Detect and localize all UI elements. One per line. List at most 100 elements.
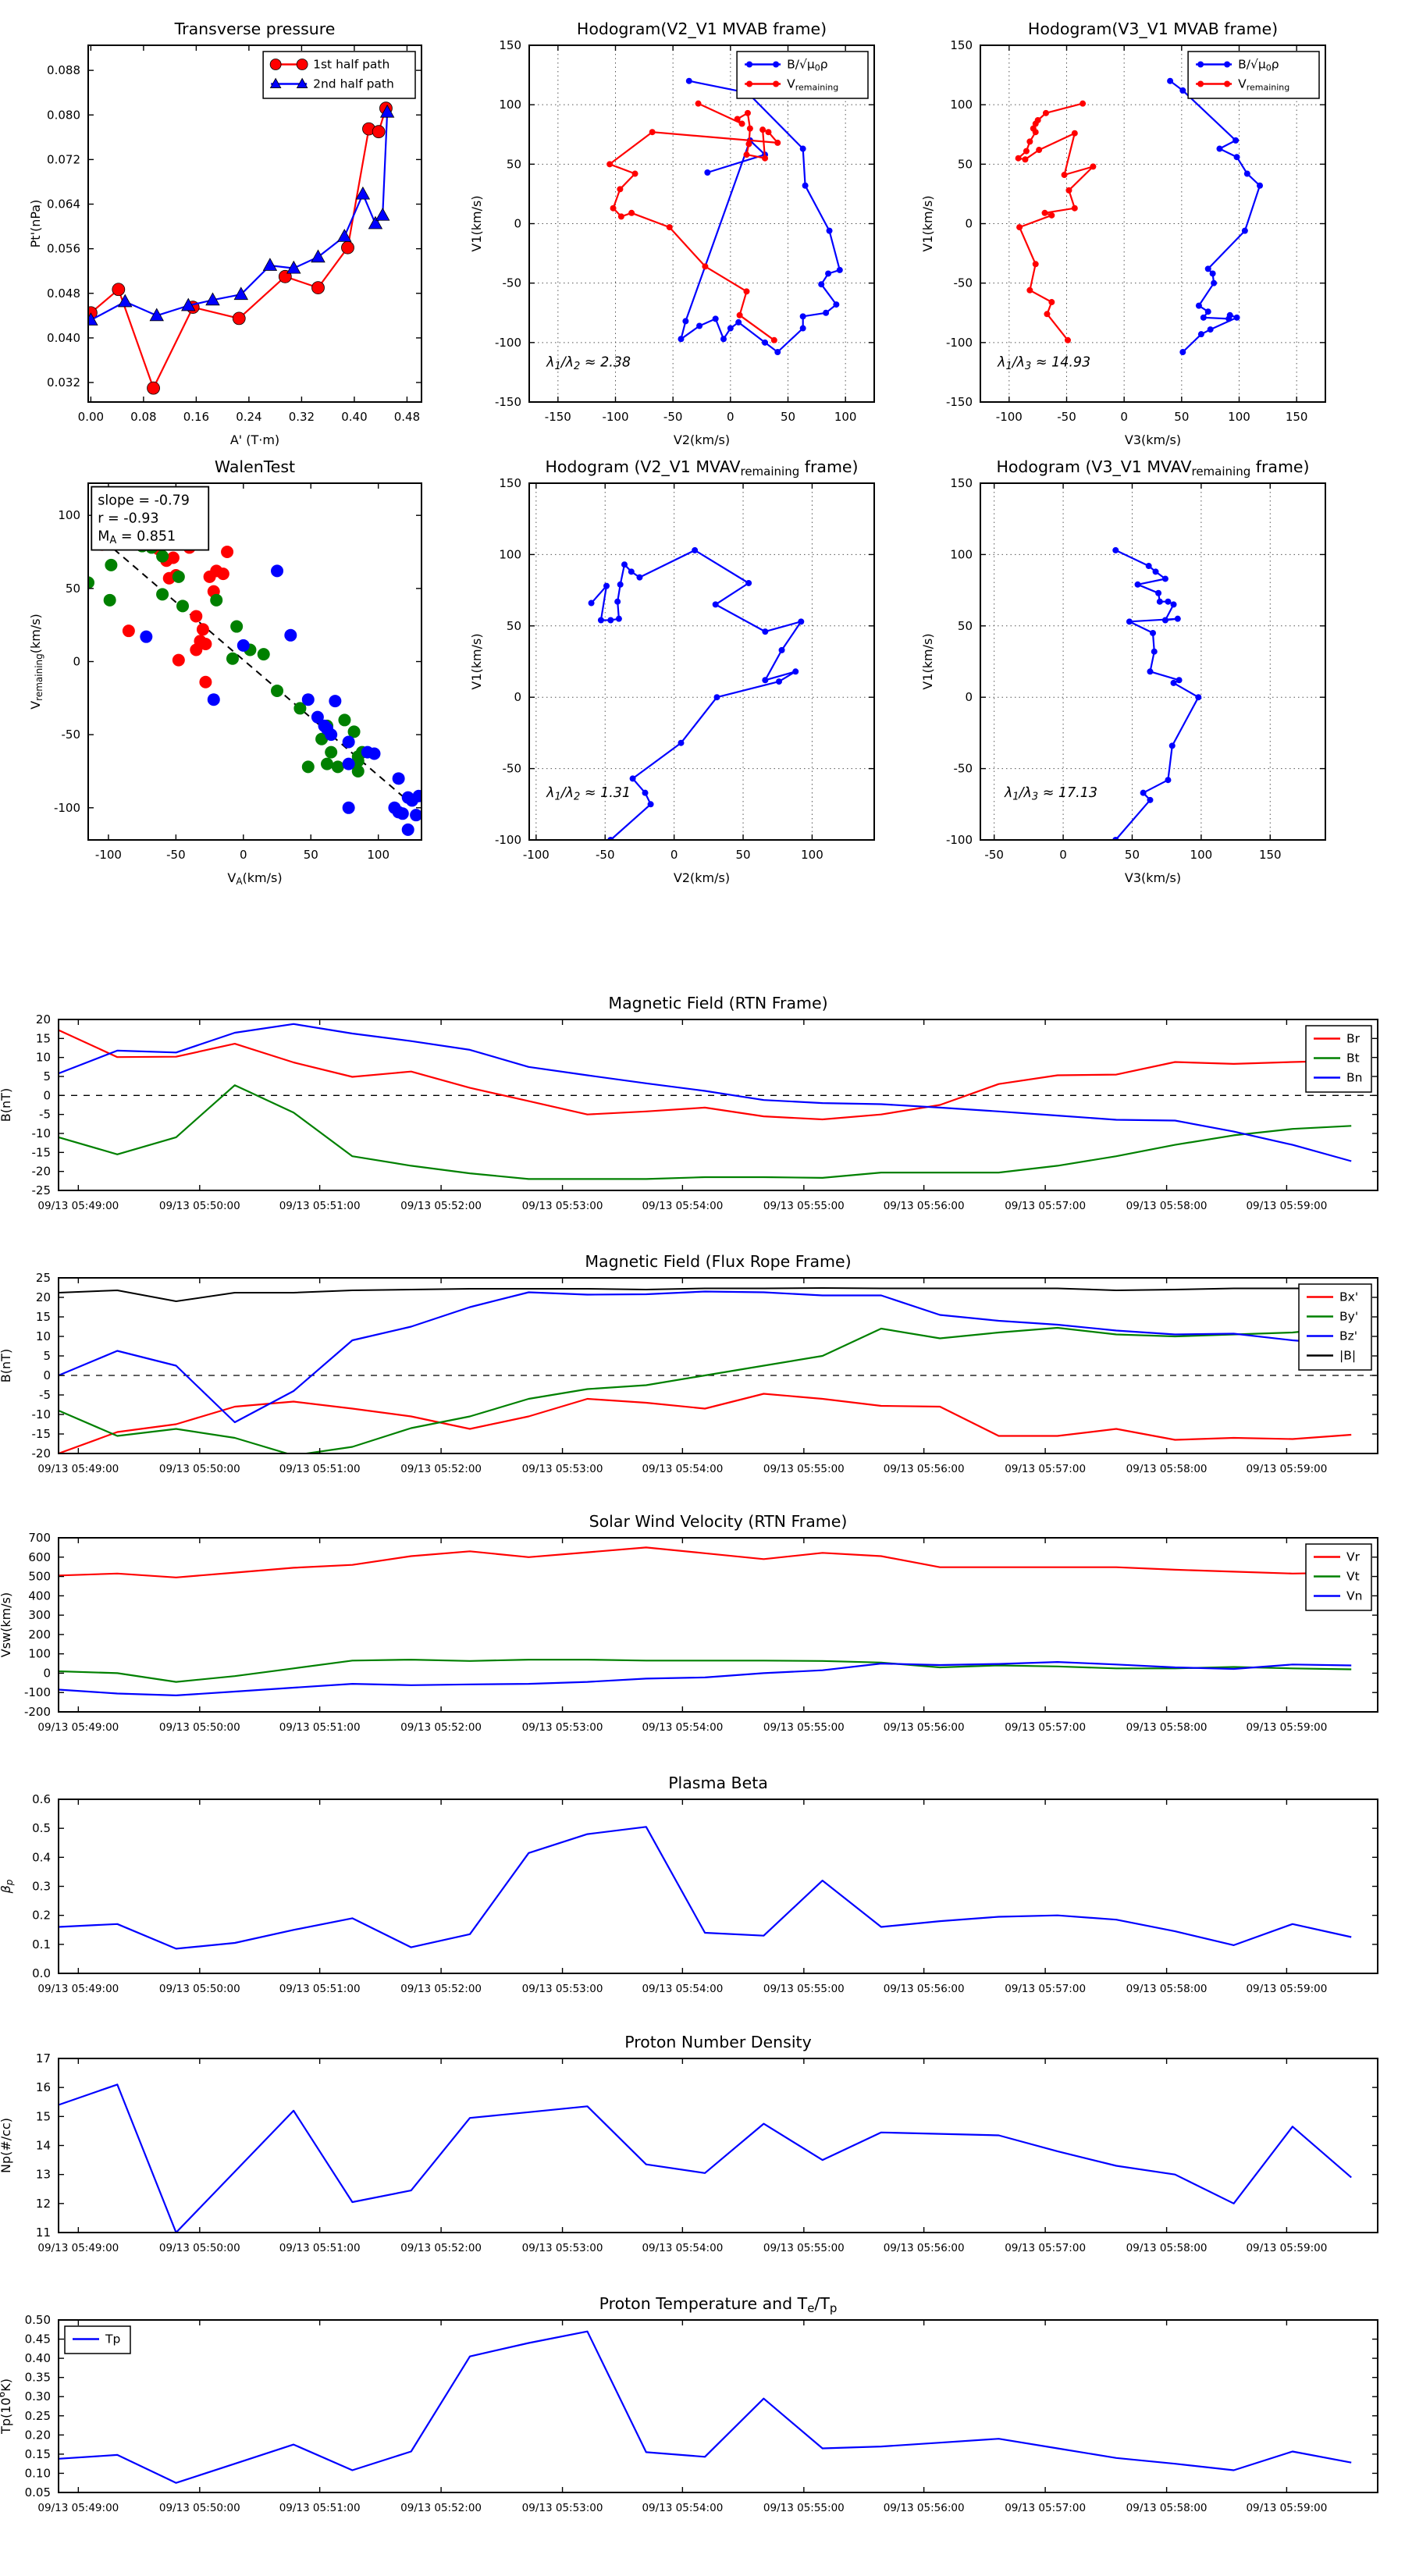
- svg-text:09/13 05:54:00: 09/13 05:54:00: [642, 2242, 723, 2254]
- svg-text:10: 10: [36, 1329, 51, 1343]
- svg-text:15: 15: [36, 1031, 51, 1045]
- svg-text:15: 15: [36, 2109, 51, 2123]
- svg-text:0: 0: [240, 848, 247, 862]
- svg-text:Br: Br: [1346, 1032, 1361, 1046]
- svg-text:-100: -100: [946, 336, 973, 350]
- svg-text:Hodogram(V3_V1 MVAB frame): Hodogram(V3_V1 MVAB frame): [1028, 20, 1278, 39]
- svg-text:Pt'(nPa): Pt'(nPa): [28, 200, 43, 248]
- svg-text:Tp: Tp: [105, 2332, 120, 2347]
- svg-text:-10: -10: [32, 1126, 52, 1140]
- svg-text:09/13 05:59:00: 09/13 05:59:00: [1246, 2242, 1327, 2254]
- svg-text:-50: -50: [954, 276, 973, 290]
- svg-text:By': By': [1339, 1310, 1358, 1324]
- svg-text:Bz': Bz': [1339, 1329, 1357, 1343]
- svg-text:09/13 05:59:00: 09/13 05:59:00: [1246, 2502, 1327, 2514]
- svg-text:09/13 05:51:00: 09/13 05:51:00: [279, 2242, 361, 2254]
- svg-text:B/√μ0ρ: B/√μ0ρ: [1238, 58, 1279, 73]
- svg-text:09/13 05:59:00: 09/13 05:59:00: [1246, 1983, 1327, 1995]
- svg-text:09/13 05:54:00: 09/13 05:54:00: [642, 1463, 723, 1475]
- svg-text:100: 100: [367, 848, 389, 862]
- svg-text:09/13 05:55:00: 09/13 05:55:00: [763, 1463, 845, 1475]
- svg-text:09/13 05:57:00: 09/13 05:57:00: [1005, 1200, 1086, 1212]
- svg-text:50: 50: [735, 848, 750, 862]
- svg-text:-100: -100: [602, 410, 628, 424]
- svg-text:09/13 05:52:00: 09/13 05:52:00: [400, 1983, 482, 1995]
- svg-text:-50: -50: [503, 276, 522, 290]
- svg-text:0.080: 0.080: [47, 108, 80, 122]
- svg-text:Bx': Bx': [1339, 1290, 1358, 1304]
- svg-text:0: 0: [670, 848, 678, 862]
- svg-text:-50: -50: [166, 848, 186, 862]
- svg-text:0.40: 0.40: [341, 410, 367, 424]
- svg-text:Hodogram (V2_V1 MVAVremaining: Hodogram (V2_V1 MVAVremaining frame): [545, 457, 858, 479]
- svg-text:Plasma Beta: Plasma Beta: [668, 1774, 768, 1792]
- svg-text:Solar Wind Velocity (RTN Frame: Solar Wind Velocity (RTN Frame): [589, 1512, 848, 1531]
- svg-text:0: 0: [1120, 410, 1128, 424]
- svg-text:0.30: 0.30: [25, 2389, 51, 2403]
- svg-text:Bt: Bt: [1346, 1051, 1360, 1066]
- svg-text:09/13 05:57:00: 09/13 05:57:00: [1005, 2502, 1086, 2514]
- svg-text:150: 150: [499, 38, 521, 52]
- svg-text:βp: βp: [0, 1879, 15, 1894]
- svg-text:0.32: 0.32: [289, 410, 315, 424]
- svg-text:0.40: 0.40: [25, 2351, 51, 2365]
- svg-text:50: 50: [507, 157, 521, 171]
- svg-text:09/13 05:56:00: 09/13 05:56:00: [884, 1200, 965, 1212]
- svg-text:0.20: 0.20: [25, 2428, 51, 2442]
- svg-text:09/13 05:51:00: 09/13 05:51:00: [279, 2502, 361, 2514]
- svg-text:09/13 05:53:00: 09/13 05:53:00: [522, 2242, 603, 2254]
- svg-text:-50: -50: [1057, 410, 1076, 424]
- svg-text:-20: -20: [32, 1165, 52, 1179]
- svg-text:09/13 05:49:00: 09/13 05:49:00: [37, 1721, 119, 1734]
- svg-text:09/13 05:59:00: 09/13 05:59:00: [1246, 1200, 1327, 1212]
- svg-text:12: 12: [36, 2197, 51, 2211]
- svg-text:150: 150: [950, 476, 973, 490]
- svg-text:-5: -5: [39, 1388, 51, 1402]
- svg-text:09/13 05:52:00: 09/13 05:52:00: [400, 2242, 482, 2254]
- svg-text:100: 100: [58, 508, 80, 522]
- svg-text:09/13 05:49:00: 09/13 05:49:00: [37, 1463, 119, 1475]
- svg-text:09/13 05:49:00: 09/13 05:49:00: [37, 2502, 119, 2514]
- svg-text:Proton Number Density: Proton Number Density: [624, 2033, 811, 2051]
- svg-text:09/13 05:55:00: 09/13 05:55:00: [763, 1721, 845, 1734]
- svg-text:-15: -15: [32, 1145, 52, 1159]
- svg-text:0.10: 0.10: [25, 2466, 51, 2480]
- svg-text:20: 20: [36, 1290, 51, 1304]
- svg-text:5: 5: [43, 1349, 51, 1363]
- svg-text:09/13 05:50:00: 09/13 05:50:00: [159, 2502, 240, 2514]
- svg-text:09/13 05:56:00: 09/13 05:56:00: [884, 2242, 965, 2254]
- svg-text:50: 50: [66, 582, 80, 596]
- svg-text:09/13 05:53:00: 09/13 05:53:00: [522, 1200, 603, 1212]
- svg-text:09/13 05:55:00: 09/13 05:55:00: [763, 1200, 845, 1212]
- svg-text:0.6: 0.6: [32, 1792, 51, 1806]
- svg-text:500: 500: [28, 1570, 51, 1584]
- svg-text:09/13 05:59:00: 09/13 05:59:00: [1246, 1721, 1327, 1734]
- svg-text:09/13 05:56:00: 09/13 05:56:00: [884, 1463, 965, 1475]
- svg-text:0.088: 0.088: [47, 63, 80, 77]
- svg-text:0.2: 0.2: [32, 1909, 51, 1923]
- svg-text:0.35: 0.35: [25, 2371, 51, 2385]
- svg-text:V2(km/s): V2(km/s): [674, 432, 730, 447]
- svg-text:09/13 05:54:00: 09/13 05:54:00: [642, 1721, 723, 1734]
- svg-text:09/13 05:56:00: 09/13 05:56:00: [884, 2502, 965, 2514]
- chart-magnetic-field-rtn: 09/13 05:49:00 09/13 05:50:00 09/13 05:51:…: [0, 994, 1378, 1212]
- svg-text:09/13 05:54:00: 09/13 05:54:00: [642, 2502, 723, 2514]
- svg-text:09/13 05:56:00: 09/13 05:56:00: [884, 1721, 965, 1734]
- svg-text:09/13 05:54:00: 09/13 05:54:00: [642, 1983, 723, 1995]
- svg-text:λ1/λ2 ≈ 1.31: λ1/λ2 ≈ 1.31: [546, 785, 631, 803]
- svg-text:50: 50: [958, 157, 973, 171]
- svg-text:-50: -50: [503, 762, 522, 776]
- svg-text:B(nT): B(nT): [0, 1088, 13, 1122]
- svg-text:09/13 05:53:00: 09/13 05:53:00: [522, 1721, 603, 1734]
- svg-text:09/13 05:57:00: 09/13 05:57:00: [1005, 1983, 1086, 1995]
- svg-text:09/13 05:58:00: 09/13 05:58:00: [1126, 2502, 1208, 2514]
- svg-text:0: 0: [73, 655, 80, 669]
- svg-text:0.05: 0.05: [25, 2485, 51, 2500]
- svg-text:Vsw(km/s): Vsw(km/s): [0, 1592, 13, 1657]
- svg-text:V3(km/s): V3(km/s): [1125, 432, 1181, 447]
- svg-text:09/13 05:49:00: 09/13 05:49:00: [37, 1200, 119, 1212]
- svg-text:09/13 05:51:00: 09/13 05:51:00: [279, 1721, 361, 1734]
- svg-text:0: 0: [43, 1666, 51, 1680]
- chart-walen-test: -100 -50 0 50 100 -100 -50 0 50 100 WalenTest VA(km…: [28, 457, 422, 887]
